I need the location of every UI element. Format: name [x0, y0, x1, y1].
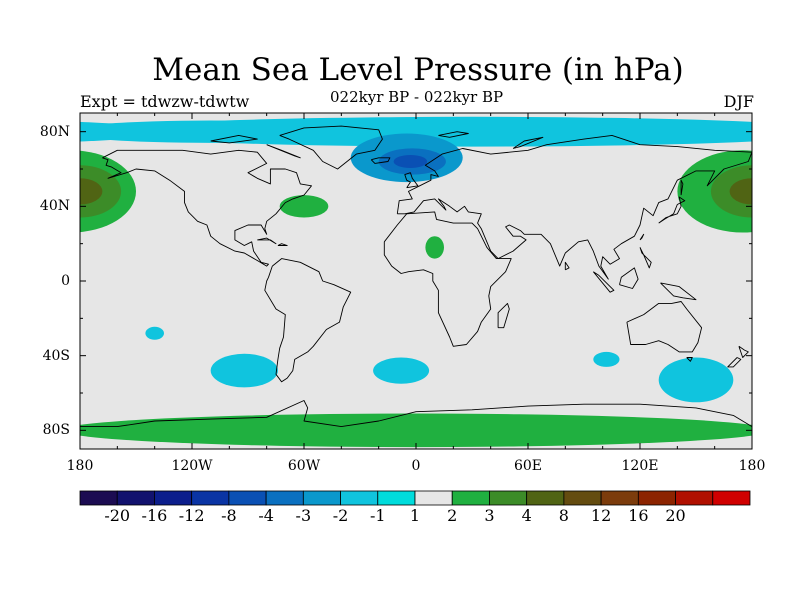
season-label: DJF [723, 92, 754, 111]
colorbar-swatch [712, 490, 751, 506]
colorbar-swatch [228, 490, 267, 506]
pressure-region-southern-ocean-high-band [733, 424, 752, 436]
colorbar-label: 8 [558, 506, 569, 525]
experiment-label: Expt = tdwzw-tdwtw [80, 92, 250, 111]
coastline-north-america [102, 149, 312, 267]
coastline-cuba [257, 237, 277, 245]
y-tick-label: 40S [42, 347, 70, 364]
coastline-svalbard [438, 131, 469, 138]
y-tick-label: 0 [61, 273, 70, 289]
colorbar-swatch [563, 490, 602, 506]
pressure-region-south-atlantic-low [373, 357, 430, 384]
coastline-japan [658, 196, 686, 224]
colorbar-label: 12 [590, 506, 612, 525]
coastline-arctic-island-1 [210, 134, 258, 144]
coastline-iceland [370, 157, 391, 164]
coastline-australia [626, 301, 703, 353]
colorbar-swatch [340, 490, 379, 506]
colorbar-swatch [265, 490, 304, 506]
chart-title: Mean Sea Level Pressure (in hPa) [152, 52, 684, 88]
colorbar-swatch [116, 490, 155, 506]
colorbar-swatch [451, 490, 490, 506]
pressure-region-arctic-high-lat-band-w [733, 126, 752, 138]
coastline-borneo [619, 267, 639, 289]
y-tick-label: 40N [39, 198, 70, 215]
colorbar-label: -3 [295, 506, 312, 525]
colorbar-label: -12 [178, 506, 205, 525]
colorbar-swatch [302, 490, 341, 506]
coastline-hispaniola [277, 243, 288, 246]
pressure-region-east-asia-high-core [80, 178, 103, 205]
pressure-region-south-pacific-low-2 [210, 353, 278, 388]
coastline-new-guinea [660, 282, 697, 301]
x-tick-label: 120E [621, 458, 659, 474]
pressure-region-east-asia-high-core [729, 178, 752, 205]
pressure-region-southern-ocean-high-band [80, 424, 99, 436]
colorbar-swatch [377, 490, 416, 506]
coastline-africa [383, 211, 512, 347]
colorbar-label: 20 [665, 506, 686, 525]
x-tick-label: 60E [513, 458, 543, 474]
pressure-region-south-pacific-low-1 [145, 326, 164, 340]
x-tick-label: 120W [171, 458, 213, 474]
colorbar-swatch [600, 490, 639, 506]
y-tick-label: 80N [39, 123, 70, 140]
x-tick-label: 60W [287, 458, 321, 474]
pressure-region-indian-ocean-low [593, 351, 620, 367]
pressure-region-africa-high [425, 236, 445, 259]
coastline-baffin-island [266, 144, 301, 159]
x-tick-label: 0 [411, 458, 421, 474]
pressure-region-greenland-iceland-low-core [393, 155, 428, 168]
colorbar-label: -8 [221, 506, 237, 525]
pressure-region-tasman-low [658, 357, 734, 403]
colorbar-swatch [414, 490, 453, 506]
coastline-sakhalin [680, 179, 684, 196]
colorbar-label: -1 [369, 506, 386, 525]
colorbar-label: 4 [521, 506, 532, 525]
pressure-region-southern-ocean-high-band [80, 413, 752, 448]
coastline-new-zealand-north [738, 345, 749, 358]
colorbar-label: 2 [447, 506, 458, 525]
coastline-novaya-zemlya [512, 136, 544, 149]
coastline-philippines [639, 247, 652, 269]
colorbar-label: 16 [628, 506, 649, 525]
coastline-taiwan [639, 233, 645, 241]
coastline-eurasia [396, 134, 752, 280]
colorbar-label: 3 [484, 506, 495, 525]
y-tick-label: 80S [42, 422, 70, 439]
time-period-label: 022kyr BP - 022kyr BP [330, 88, 504, 106]
colorbar-label: -16 [141, 506, 168, 525]
colorbar-swatch [191, 490, 230, 506]
coastline-antarctica [80, 400, 752, 428]
colorbar-swatch [489, 490, 528, 506]
coastline-south-america [264, 258, 352, 383]
coastline-greenland [279, 125, 383, 170]
coastline-uk [404, 172, 419, 189]
colorbar-swatch [526, 490, 565, 506]
colorbar-swatch [637, 490, 676, 506]
colorbar-swatch [675, 490, 714, 506]
colorbar-label: -2 [332, 506, 349, 525]
coastline-new-zealand-south [727, 357, 742, 368]
x-tick-label: 180 [738, 458, 766, 474]
pressure-region-north-atlantic-high [279, 195, 329, 218]
x-tick-label: 180 [66, 458, 94, 474]
colorbar-label: -20 [104, 506, 131, 525]
coastline-sri-lanka [564, 261, 570, 271]
colorbar-swatch [154, 490, 193, 506]
coastline-madagascar [497, 302, 510, 329]
coastline-sumatra [592, 271, 615, 293]
colorbar-label: -4 [258, 506, 274, 525]
colorbar-swatch [79, 490, 118, 506]
pressure-region-arctic-high-lat-band-w [80, 120, 360, 143]
colorbar-label: 1 [409, 506, 421, 525]
coastline-tasmania [686, 357, 693, 362]
